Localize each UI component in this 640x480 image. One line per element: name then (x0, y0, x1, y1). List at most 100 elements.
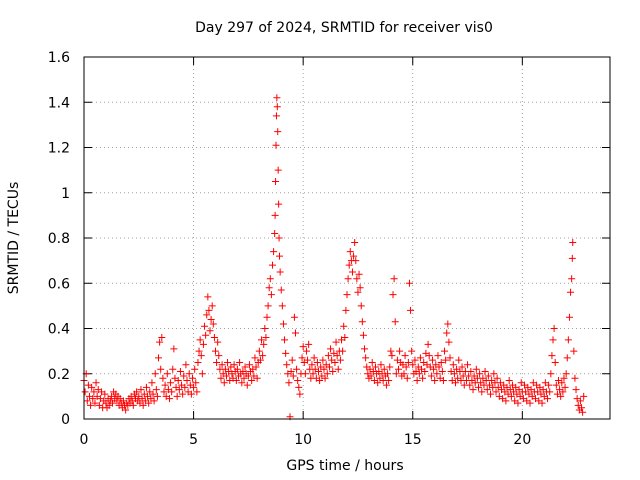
data-point (483, 386, 491, 394)
data-point (442, 356, 450, 364)
data-point (278, 302, 286, 310)
data-point (122, 406, 130, 414)
data-point (197, 352, 205, 360)
data-point (91, 399, 99, 407)
data-point (145, 399, 153, 407)
data-point (358, 318, 366, 326)
data-point (220, 379, 228, 387)
data-point (441, 347, 449, 355)
data-point (333, 352, 341, 360)
data-point (579, 408, 587, 416)
data-point (161, 381, 169, 389)
data-point (175, 386, 183, 394)
data-point (236, 358, 244, 366)
data-point (388, 352, 396, 360)
data-point (390, 275, 398, 283)
data-point (182, 361, 190, 369)
data-point (275, 252, 283, 260)
data-point (490, 370, 498, 378)
data-point (568, 275, 576, 283)
data-point (324, 352, 332, 360)
data-point (352, 257, 360, 265)
data-point (261, 325, 269, 332)
data-point (549, 336, 557, 344)
data-point (526, 399, 534, 407)
data-point (332, 338, 340, 346)
data-point (308, 361, 316, 369)
data-point (514, 399, 522, 407)
data-point (291, 329, 299, 337)
data-point (391, 318, 399, 326)
data-point (313, 358, 321, 366)
data-point (309, 370, 317, 378)
data-point (168, 388, 176, 396)
data-point (273, 103, 281, 111)
data-point (248, 377, 256, 385)
data-point (374, 379, 382, 387)
data-point (191, 365, 199, 373)
data-point (319, 356, 327, 364)
data-point (288, 356, 296, 364)
data-point (283, 361, 291, 369)
data-point (202, 331, 210, 339)
data-point (208, 302, 216, 310)
data-point (296, 390, 304, 398)
data-point (167, 379, 175, 387)
data-point (402, 363, 410, 371)
data-point (281, 336, 289, 344)
data-point (428, 356, 436, 364)
data-point (137, 386, 145, 394)
data-point (241, 363, 249, 371)
data-point (416, 354, 424, 362)
data-point (213, 358, 221, 366)
data-point (305, 340, 313, 348)
data-point (203, 311, 211, 319)
data-point (321, 374, 329, 382)
data-point (212, 347, 219, 355)
data-point (158, 334, 166, 342)
data-point (578, 404, 586, 412)
data-point (424, 340, 432, 348)
data-point (152, 386, 160, 394)
data-point (413, 377, 421, 385)
data-point (345, 261, 353, 269)
data-point (88, 383, 96, 391)
data-point (327, 345, 335, 353)
data-point (559, 388, 567, 396)
data-point (268, 261, 276, 269)
data-point (382, 381, 390, 389)
data-point (174, 377, 182, 385)
data-point (139, 401, 147, 409)
data-point (564, 336, 572, 344)
data-point (151, 370, 159, 378)
data-point (245, 361, 253, 369)
data-point (492, 388, 500, 396)
data-point (199, 340, 207, 348)
data-point (371, 363, 379, 371)
data-point (188, 374, 196, 382)
data-point (572, 386, 580, 394)
data-point (466, 381, 474, 389)
data-point (475, 383, 482, 391)
data-point (256, 356, 264, 364)
data-point (469, 386, 477, 394)
data-point (198, 370, 206, 378)
data-point (262, 334, 270, 342)
data-point (546, 388, 554, 396)
data-point (331, 358, 339, 366)
x-tick-label: 0 (80, 432, 89, 448)
data-point (271, 211, 279, 219)
data-point (336, 356, 344, 364)
data-point (505, 377, 513, 385)
data-point (218, 361, 226, 369)
grid (84, 57, 610, 419)
data-point (90, 388, 98, 396)
data-point (232, 377, 240, 385)
data-point (205, 306, 213, 314)
data-point (323, 370, 331, 378)
data-point (350, 252, 358, 260)
data-point (392, 370, 400, 378)
data-point (548, 352, 556, 360)
data-point (354, 288, 362, 296)
data-point (446, 354, 454, 362)
